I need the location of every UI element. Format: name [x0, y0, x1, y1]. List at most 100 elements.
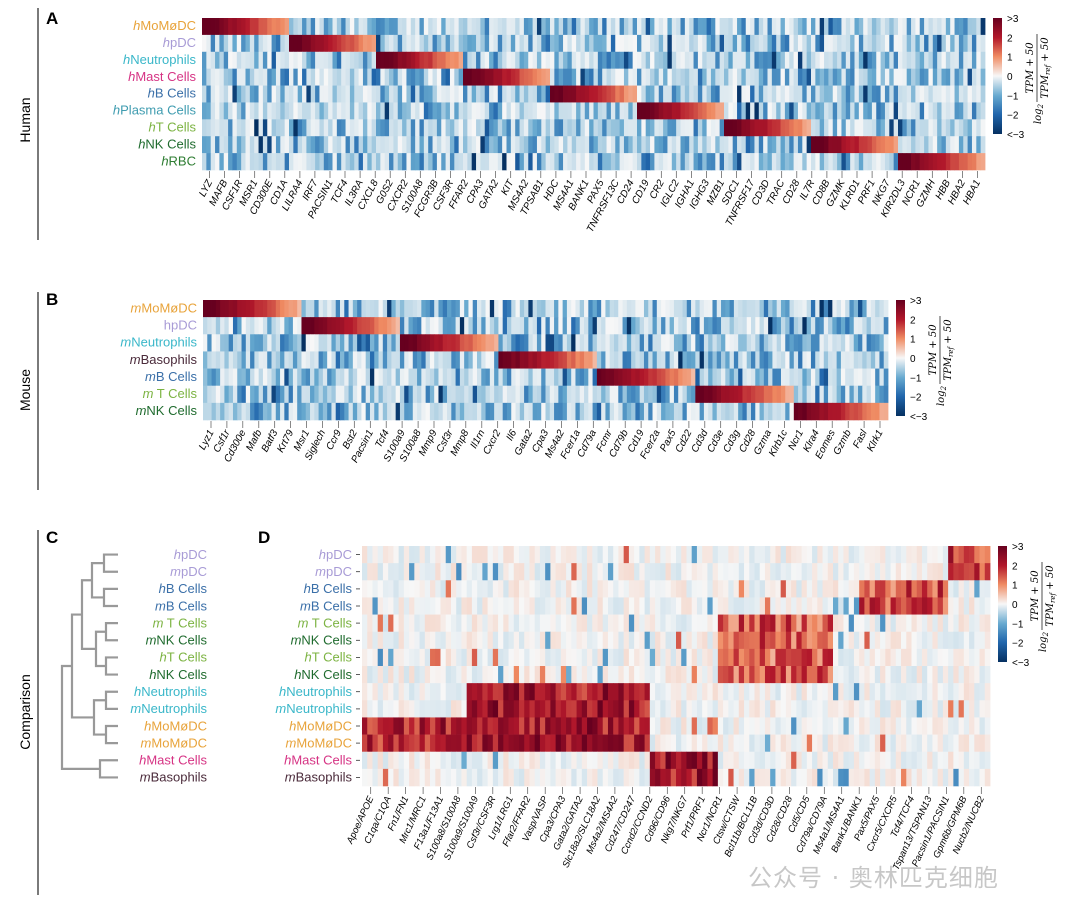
heatmap-cell: [974, 631, 980, 650]
heatmap-cell: [597, 751, 604, 770]
heatmap-cell: [645, 136, 651, 154]
heatmap-cell: [967, 102, 973, 120]
heatmap-cell: [455, 368, 461, 387]
heatmap-cell: [510, 51, 516, 69]
heatmap-cell: [241, 136, 246, 154]
heatmap-cell: [322, 402, 328, 421]
heatmap-cell: [472, 368, 478, 387]
dendrogram-branch: [104, 690, 118, 710]
heatmap-cell: [767, 153, 773, 171]
heatmap-cell: [423, 153, 429, 171]
heatmap-cell: [932, 563, 939, 581]
heatmap-cell: [472, 402, 478, 421]
heatmap-cell: [393, 546, 400, 564]
heatmap-cell: [915, 153, 921, 171]
heatmap-cell: [676, 666, 682, 684]
heatmap-cell: [297, 153, 303, 171]
heatmap-cell: [710, 85, 716, 103]
heatmap-cell: [754, 580, 761, 598]
heatmap-cell: [706, 34, 712, 53]
heatmap-cell: [289, 68, 294, 86]
heatmap-cell: [901, 631, 907, 650]
heatmap-cell: [691, 666, 698, 684]
heatmap-cell: [545, 368, 551, 387]
heatmap-cell: [471, 631, 478, 650]
heatmap-cell: [838, 666, 844, 684]
heatmap-cell: [953, 597, 959, 615]
heatmap-cell: [649, 683, 656, 701]
heatmap-cell: [606, 68, 612, 86]
heatmap-cell: [436, 119, 442, 137]
heatmap-cell: [436, 34, 442, 53]
heatmap-cell: [271, 136, 277, 154]
heatmap-cell: [755, 368, 760, 387]
heatmap-cell: [634, 580, 640, 598]
heatmap-cell: [754, 648, 761, 667]
heatmap-cell: [702, 666, 708, 684]
row-label: mB Cells: [145, 369, 198, 384]
heatmap-cell: [393, 153, 399, 171]
heatmap-cell: [258, 317, 264, 335]
heatmap-cell: [593, 85, 599, 103]
heatmap-cell: [858, 119, 864, 137]
heatmap-cell: [589, 68, 594, 86]
heatmap-cell: [503, 751, 509, 770]
heatmap-cell: [398, 580, 405, 598]
gene-label: Klrk1: [865, 428, 885, 453]
heatmap-cell: [853, 402, 859, 421]
heatmap-cell: [838, 717, 844, 735]
heatmap-cell: [628, 34, 634, 53]
heatmap-cell: [236, 18, 242, 36]
heatmap-cell: [822, 734, 829, 753]
heatmap-cell: [797, 119, 803, 137]
heatmap-cell: [780, 18, 786, 36]
heatmap-cell: [549, 402, 555, 421]
heatmap-cell: [655, 597, 661, 615]
heatmap-cell: [341, 51, 346, 69]
heatmap-cell: [755, 334, 760, 352]
heatmap-cell: [508, 700, 515, 718]
heatmap-cell: [796, 768, 802, 787]
heatmap-cell: [430, 683, 436, 701]
heatmap-cell: [434, 300, 439, 318]
heatmap-cell: [361, 385, 367, 404]
heatmap-cell: [497, 136, 503, 154]
heatmap-cell: [634, 751, 640, 770]
heatmap-cell: [503, 717, 509, 735]
heatmap-cell: [280, 68, 286, 86]
heatmap-cell: [480, 136, 486, 154]
heatmap-cell: [284, 102, 290, 120]
heatmap-cell: [767, 119, 773, 137]
heatmap-cell: [477, 751, 483, 770]
heatmap-cell: [335, 351, 341, 369]
heatmap-cell: [693, 18, 699, 36]
heatmap-cell: [450, 683, 457, 701]
heatmap-cell: [833, 546, 839, 564]
heatmap-cell: [454, 85, 460, 103]
heatmap-cell: [519, 563, 525, 581]
row-label: hNK Cells: [149, 667, 207, 682]
heatmap-cell: [539, 717, 546, 735]
heatmap-cell: [344, 334, 349, 352]
heatmap-cell: [654, 119, 660, 137]
heatmap-cell: [953, 546, 959, 564]
heatmap-cell: [623, 717, 630, 735]
heatmap-cell: [340, 351, 345, 369]
heatmap-cell: [592, 334, 598, 352]
heatmap-cell: [648, 351, 653, 369]
heatmap-cell: [481, 385, 486, 404]
heatmap-cell: [942, 666, 949, 684]
heatmap-cell: [901, 700, 907, 718]
heatmap-cell: [498, 751, 504, 770]
heatmap-cell: [811, 136, 816, 154]
heatmap-cell: [391, 368, 397, 387]
heatmap-cell: [358, 119, 364, 137]
heatmap-cell: [250, 300, 255, 318]
heatmap-cell: [819, 385, 825, 404]
heatmap-cell: [335, 300, 341, 318]
heatmap-cell: [519, 614, 525, 633]
heatmap-cell: [628, 563, 635, 581]
heatmap-cell: [916, 563, 923, 581]
heatmap-cell: [890, 648, 897, 667]
panel-d-heatmap: [362, 546, 991, 787]
